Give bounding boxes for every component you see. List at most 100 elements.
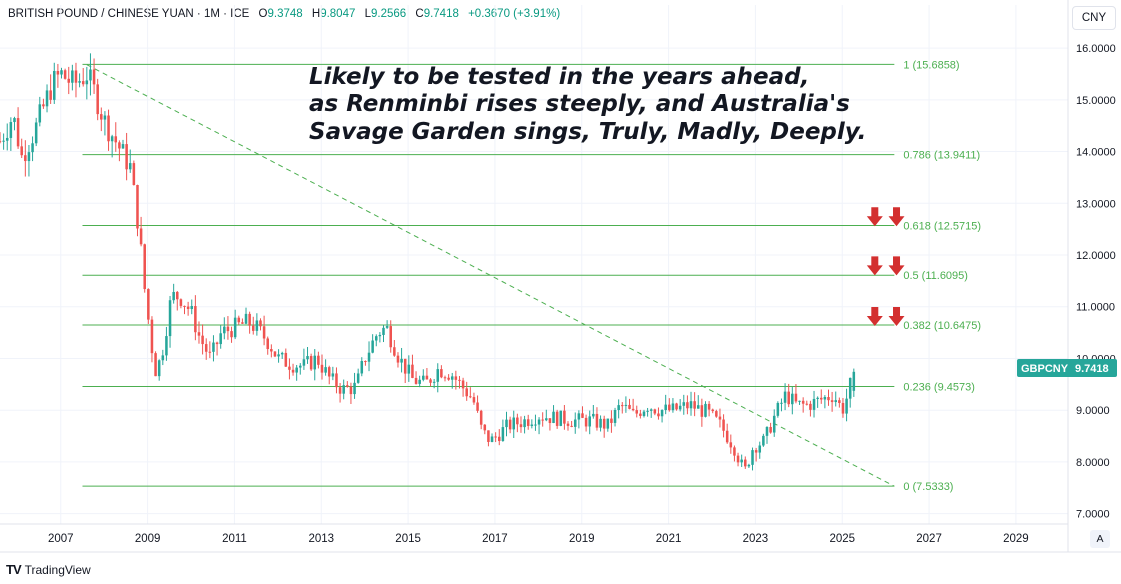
candle-up <box>559 410 563 426</box>
candle-down <box>24 155 27 162</box>
trendline-layer[interactable] <box>86 64 895 487</box>
candle-up <box>523 419 526 428</box>
candle-down <box>635 410 639 414</box>
close-label: C <box>415 8 424 20</box>
candle-down <box>584 417 588 427</box>
candle-down <box>16 118 20 147</box>
candle-up <box>89 69 92 81</box>
candle-down <box>291 369 295 373</box>
candle-up <box>606 418 610 429</box>
candle-down <box>447 377 450 380</box>
candle-down <box>443 377 447 379</box>
candle-down <box>563 410 566 424</box>
candle-down <box>805 403 809 405</box>
candle-up <box>798 400 801 402</box>
candle-up <box>53 70 56 100</box>
candle-down <box>733 447 736 456</box>
candle-up <box>689 401 693 409</box>
candle-down <box>566 423 570 426</box>
candle-down <box>186 306 190 309</box>
candle-down <box>657 413 660 417</box>
candle-up <box>599 418 602 428</box>
candle-down <box>769 426 772 433</box>
candle-down <box>711 409 714 412</box>
candle-up <box>436 369 440 382</box>
low-label: L <box>364 8 371 20</box>
year-tick-label: 2011 <box>222 533 247 545</box>
candle-down <box>595 413 599 428</box>
candle-down <box>461 380 465 389</box>
year-tick-label: 2025 <box>829 533 855 545</box>
candle-up <box>331 373 335 377</box>
candle-down <box>469 396 472 398</box>
candle-down <box>819 397 823 400</box>
candle-down <box>139 228 143 245</box>
candle-up <box>772 415 776 433</box>
candle-up <box>577 413 581 420</box>
candle-down <box>621 405 624 407</box>
high-label: H <box>311 8 321 20</box>
price-tag-box <box>1017 359 1117 377</box>
candle-down <box>440 369 443 378</box>
candle-down <box>668 404 671 411</box>
candle-up <box>385 326 389 328</box>
fib-level-label: 0.236 (9.4573) <box>903 382 975 394</box>
year-tick-label: 2013 <box>308 533 334 545</box>
down-arrow-icon <box>888 256 905 276</box>
year-tick-label: 2021 <box>656 533 682 545</box>
candle-up <box>157 360 161 377</box>
candle-up <box>27 152 31 162</box>
candle-up <box>704 403 707 417</box>
fibonacci-retracement[interactable]: 1 (15.6858) 0.786 (13.9411) 0.618 (12.5715… <box>82 59 981 493</box>
candle-down <box>794 393 798 402</box>
candle-down <box>364 361 367 363</box>
candle-up <box>342 385 345 394</box>
candle-up <box>642 411 646 416</box>
fib-level-label: 0.618 (12.5715) <box>903 220 981 232</box>
candle-down <box>458 379 461 381</box>
fib-level-label: 0 (7.5333) <box>903 481 953 493</box>
candle-down <box>204 344 208 352</box>
currency-button[interactable]: CNY <box>1072 6 1116 30</box>
candle-down <box>215 342 219 345</box>
candle-down <box>67 78 71 83</box>
candle-down <box>715 411 718 417</box>
candle-down <box>183 305 186 307</box>
candle-down <box>0 141 2 143</box>
candle-down <box>602 418 606 429</box>
candle-up <box>450 376 454 380</box>
candle-down <box>610 418 613 423</box>
price-tick-label: 11.0000 <box>1076 302 1115 314</box>
candle-down <box>581 413 584 418</box>
candle-down <box>132 163 136 185</box>
candle-down <box>729 442 733 448</box>
candle-up <box>367 352 371 362</box>
annotation-line-1: Likely to be tested in the years ahead, <box>309 64 809 90</box>
auto-scale-button[interactable]: A <box>1090 530 1110 548</box>
candle-up <box>9 122 13 138</box>
candle-down <box>429 379 432 383</box>
year-tick-label: 2027 <box>916 533 942 545</box>
candle-up <box>161 355 165 361</box>
candle-down <box>251 325 255 331</box>
candle-up <box>110 136 114 142</box>
candle-up <box>418 379 421 384</box>
candle-down <box>628 404 631 409</box>
annotation-text[interactable]: Likely to be tested in the years ahead, … <box>309 64 866 145</box>
open-value: 9.3748 <box>267 8 303 20</box>
candle-up <box>545 418 548 421</box>
candle-down <box>114 136 118 143</box>
candle-up <box>302 359 306 366</box>
symbol-title[interactable]: BRITISH POUND / CHINESE YUAN · 1M · ICE <box>8 8 250 20</box>
high-value: 9.8047 <box>320 8 356 20</box>
candle-up <box>765 426 769 436</box>
price-tick-label: 12.0000 <box>1076 250 1116 262</box>
candle-up <box>823 397 827 400</box>
candle-up <box>31 143 34 153</box>
candle-down <box>476 402 479 411</box>
candle-up <box>371 340 374 353</box>
candle-up <box>592 413 595 417</box>
year-tick-label: 2023 <box>743 533 769 545</box>
footer-brand[interactable]: TV TradingView <box>6 562 91 577</box>
